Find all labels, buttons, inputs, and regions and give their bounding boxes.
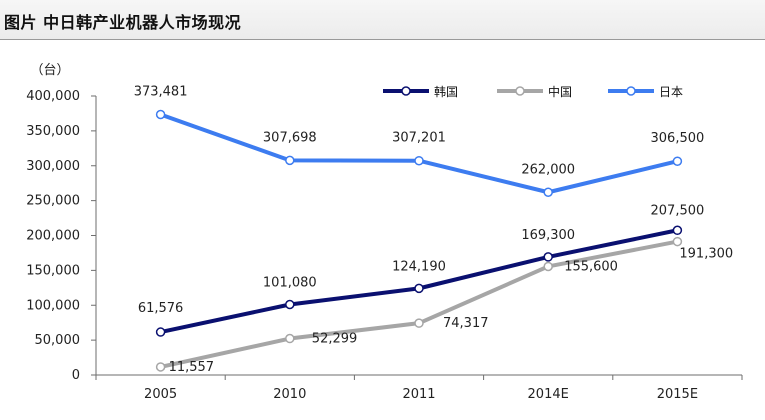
y-tick-label: 350,000 [26,124,80,139]
y-axis-unit: （台） [30,63,69,78]
legend-marker-japan [626,86,636,96]
data-point-china [414,318,424,328]
y-tick-label: 100,000 [26,298,80,313]
y-tick-label: 300,000 [26,159,80,174]
data-label-korea: 101,080 [263,275,317,290]
data-label-china: 155,600 [564,259,618,274]
line-chart: （台） 0 50,000 100,000 150,000 200,000 250,000 3… [26,63,743,402]
data-point-japan [414,155,424,166]
legend-label-japan: 日本 [659,85,683,99]
x-ticks: 2005 2010 2011 2014E 2015E [95,375,743,402]
x-tick-label: 2015E [657,387,698,402]
data-label-japan: 307,698 [263,130,317,145]
legend-label-korea: 韩国 [434,84,458,99]
data-point-japan [543,187,553,198]
data-point-china [543,261,553,272]
y-tick-label: 50,000 [35,333,81,348]
data-point-china [672,236,683,247]
data-label-china: 11,557 [169,360,215,375]
legend-label-china: 中国 [548,84,572,99]
y-tick-label: 200,000 [26,229,80,244]
legend-marker-korea [401,86,411,96]
x-tick-label: 2014E [528,387,569,402]
header-bar: 图片 中日韩产业机器人市场现况 [0,0,765,40]
data-label-japan: 307,201 [392,131,446,146]
y-tick-label: 150,000 [26,263,80,278]
data-label-korea: 207,500 [651,203,705,218]
data-label-korea: 169,300 [521,228,575,243]
data-point-korea [543,252,553,262]
data-label-korea: 61,576 [138,301,184,316]
data-label-japan: 306,500 [651,131,705,146]
data-point-korea [414,283,424,294]
y-tick-label: 250,000 [26,194,80,209]
y-tick-label: 400,000 [26,89,80,104]
data-point-korea [672,225,683,236]
data-label-korea: 124,190 [392,259,446,274]
legend-marker-china [515,86,525,96]
series-line-japan [159,112,678,195]
data-label-china: 52,299 [312,332,358,347]
x-tick-label: 2010 [273,387,306,402]
legend: 韩国 中国 日本 [383,84,683,99]
figure-title: 图片 中日韩产业机器人市场现况 [4,13,242,32]
data-point-china [155,362,166,372]
y-tick-label: 0 [72,368,80,383]
data-label-japan: 373,481 [134,84,188,99]
y-ticks: 0 50,000 100,000 150,000 200,000 250,000 300,0… [26,89,96,383]
data-point-korea [155,327,166,337]
series-line-korea [160,228,678,335]
data-point-japan [155,109,166,120]
data-point-korea [285,299,295,310]
x-tick-label: 2005 [144,387,177,402]
data-point-japan [672,156,683,166]
series-group: 61,576 101,080 124,190 169,300 207,500 11,557… [134,84,733,374]
data-label-china: 74,317 [443,316,489,331]
data-label-japan: 262,000 [521,162,575,177]
data-point-china [285,333,295,344]
data-label-china: 191,300 [679,247,733,262]
x-tick-label: 2011 [402,387,435,402]
data-point-japan [285,155,295,166]
